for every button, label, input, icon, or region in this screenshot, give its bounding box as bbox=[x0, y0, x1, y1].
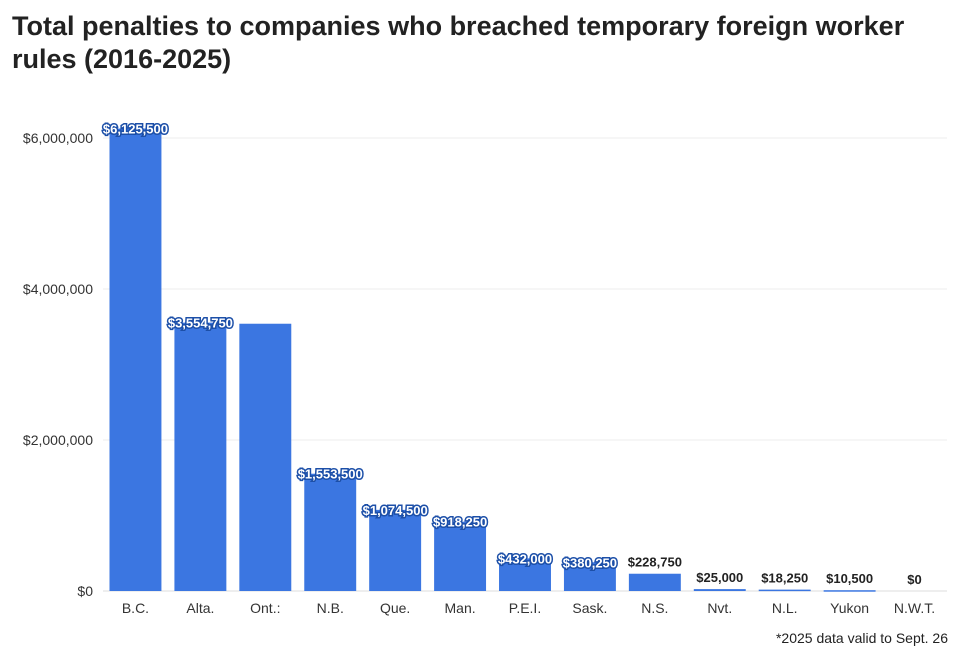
data-label: $10,500 bbox=[826, 571, 873, 586]
data-label: $1,074,500 bbox=[363, 503, 428, 518]
bar bbox=[628, 573, 681, 591]
x-tick-label: Man. bbox=[445, 600, 476, 616]
data-label: $18,250 bbox=[761, 571, 808, 586]
bar bbox=[434, 521, 487, 591]
x-tick-label: Yukon bbox=[830, 600, 869, 616]
data-label: $228,750 bbox=[628, 555, 682, 570]
data-label: $1,553,500 bbox=[298, 467, 363, 482]
y-tick-label: $6,000,000 bbox=[23, 130, 93, 146]
bar bbox=[369, 509, 422, 591]
data-label: $6,125,500 bbox=[103, 122, 168, 137]
bar bbox=[563, 562, 616, 591]
bar bbox=[239, 323, 292, 591]
x-tick-label: Nvt. bbox=[707, 600, 732, 616]
data-label: $3,554,750 bbox=[168, 316, 233, 331]
x-tick-label: P.E.I. bbox=[509, 600, 541, 616]
data-label: $25,000 bbox=[696, 570, 743, 585]
bar bbox=[693, 589, 746, 591]
x-tick-label: B.C. bbox=[122, 600, 149, 616]
footnote: *2025 data valid to Sept. 26 bbox=[775, 630, 948, 646]
bar bbox=[499, 558, 551, 591]
data-label: $432,000 bbox=[498, 551, 552, 566]
data-label: $380,250 bbox=[563, 555, 617, 570]
x-tick-label: Sask. bbox=[572, 600, 607, 616]
x-tick-label: N.S. bbox=[641, 600, 668, 616]
data-label: $0 bbox=[907, 572, 921, 587]
bar bbox=[758, 589, 811, 592]
bar bbox=[174, 322, 227, 591]
x-tick-label: Alta. bbox=[186, 600, 214, 616]
x-tick-label: N.B. bbox=[317, 600, 344, 616]
y-tick-label: $4,000,000 bbox=[23, 281, 93, 297]
y-tick-label: $2,000,000 bbox=[23, 432, 93, 448]
bar bbox=[109, 128, 162, 591]
x-tick-label: N.L. bbox=[772, 600, 798, 616]
data-label: $918,250 bbox=[433, 515, 487, 530]
y-tick-label: $0 bbox=[77, 583, 93, 599]
bar bbox=[304, 473, 357, 591]
x-tick-label: Que. bbox=[380, 600, 410, 616]
chart-title: Total penalties to companies who breache… bbox=[12, 11, 905, 74]
x-tick-label: Ont.: bbox=[250, 600, 280, 616]
x-tick-label: N.W.T. bbox=[894, 600, 935, 616]
bar bbox=[823, 590, 876, 592]
